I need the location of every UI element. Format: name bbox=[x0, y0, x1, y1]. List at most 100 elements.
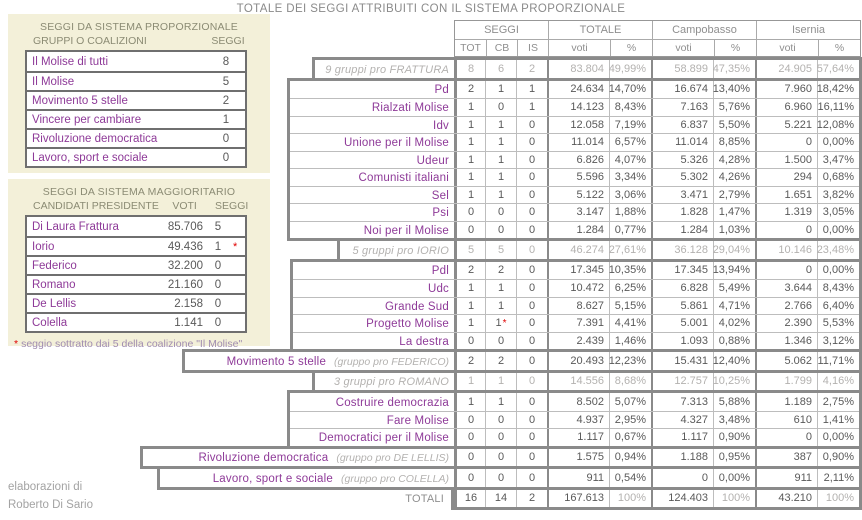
value-cell: 4,02% bbox=[713, 315, 755, 332]
value-cell: 16.674 bbox=[651, 80, 713, 98]
cell-value: 0,77% bbox=[614, 223, 646, 236]
value-cell: 124.403 bbox=[651, 489, 713, 507]
value-cell: 0 bbox=[454, 469, 485, 487]
cell-value: 83.804 bbox=[570, 62, 604, 75]
cell-value: 0 bbox=[497, 223, 505, 236]
cell-value: 3,06% bbox=[614, 188, 646, 201]
row-label-text: 3 gruppi pro ROMANO bbox=[333, 376, 449, 389]
row-label-text: Unione per il Molise bbox=[344, 137, 449, 150]
cell-value: 13,40% bbox=[712, 83, 750, 96]
cell-value: 2.766 bbox=[784, 299, 812, 312]
cell-value: 2 bbox=[467, 354, 475, 367]
value-cell: 0 bbox=[485, 429, 516, 446]
cell-value: 0,67% bbox=[614, 431, 646, 444]
proportional-table: Il Molise di tutti 8 Il Molise 5 Movimento 5… bbox=[25, 50, 247, 168]
cell-value: 0 bbox=[528, 243, 536, 256]
cell-value: 7,19% bbox=[614, 118, 646, 131]
cell-value: 911 bbox=[794, 471, 812, 484]
cell-value: 0,90% bbox=[822, 451, 854, 464]
row-label: 5 gruppi pro IORIO bbox=[340, 241, 454, 259]
cell-value: 1.500 bbox=[784, 153, 812, 166]
cell-value: 0 bbox=[497, 431, 505, 444]
value-cell: 6,57% bbox=[609, 134, 651, 151]
cell-value: 0 bbox=[528, 206, 536, 219]
value-cell: 0 bbox=[516, 411, 547, 428]
majoritarian-table: Di Laura Frattura 85.706 5 Iorio 49.436 1 * Fed… bbox=[25, 215, 247, 333]
subheader-tot: TOT bbox=[460, 42, 481, 54]
coalition-seats: 5 bbox=[222, 75, 230, 88]
column-header-seats: SEGGI bbox=[211, 35, 245, 47]
cell-value: 610 bbox=[793, 413, 812, 426]
cell-value: 47,35% bbox=[712, 62, 750, 75]
value-cell: 2,75% bbox=[817, 393, 859, 411]
row-label: Noi per il Molise bbox=[290, 221, 454, 239]
cell-value: 18,42% bbox=[816, 83, 854, 96]
cell-value: 1.651 bbox=[784, 188, 812, 201]
value-cell: 0 bbox=[485, 221, 516, 238]
coalition-name: Il Molise bbox=[32, 75, 75, 88]
cell-value: 2,11% bbox=[823, 471, 854, 484]
value-cell: 1,88% bbox=[609, 204, 651, 221]
footnote-asterisk-icon: * bbox=[14, 338, 19, 350]
row-label-text: Udeur bbox=[416, 154, 449, 167]
row-label: Lavoro, sport e sociale (gruppo pro COLEL… bbox=[160, 469, 454, 487]
value-cell: 5,15% bbox=[609, 297, 651, 314]
candidate-row: Colella 1.141 0 bbox=[27, 312, 245, 331]
row-label-note: (gruppo pro COLELLA) bbox=[341, 472, 449, 485]
value-cell: 3,05% bbox=[817, 204, 859, 221]
value-cell: 17.345 bbox=[651, 261, 713, 279]
table-row: Noi per il Molise 0 0 0 1.284 0,77% 1.284 1,03%… bbox=[290, 220, 859, 239]
cell-value: 2,95% bbox=[614, 413, 646, 426]
cell-value: 1,88% bbox=[614, 206, 646, 219]
row-label-text: Udc bbox=[427, 283, 449, 296]
row-label: Psi bbox=[290, 203, 454, 221]
cell-value: 0 bbox=[528, 299, 536, 312]
value-cell: 46.274 bbox=[547, 241, 609, 259]
row-label-text: Noi per il Molise bbox=[363, 224, 449, 237]
value-cell: 5,88% bbox=[713, 393, 755, 411]
cell-value: 0,00% bbox=[822, 431, 854, 444]
row-label: La destra bbox=[293, 332, 454, 350]
header-campobasso: Campobasso bbox=[652, 21, 756, 39]
value-cell: 4,28% bbox=[713, 151, 755, 168]
value-cell: 1 bbox=[454, 393, 485, 411]
cell-value: 5,76% bbox=[718, 101, 750, 114]
cell-value: 5.221 bbox=[784, 118, 812, 131]
cell-value: 29,04% bbox=[712, 243, 750, 256]
value-cell: 387 bbox=[755, 448, 817, 466]
cell-value: 0 bbox=[805, 136, 812, 149]
cell-value: 5,53% bbox=[822, 317, 854, 330]
table-row: Fare Molise 0 0 0 4.937 2,95% 4.327 3,48% 610 1,4… bbox=[290, 410, 859, 428]
panel-proportional: SEGGI DA SISTEMA PROPORZIONALE GRUPPI O … bbox=[8, 14, 270, 173]
value-cell: 5.221 bbox=[755, 116, 817, 133]
value-cell: 11.014 bbox=[651, 134, 713, 151]
cell-value: 16 bbox=[464, 492, 478, 505]
cell-value: 10,35% bbox=[608, 264, 646, 277]
value-cell: 10.146 bbox=[755, 241, 817, 259]
cell-value: 1 bbox=[497, 375, 505, 388]
value-cell: 0 bbox=[516, 448, 547, 466]
value-cell: 0 bbox=[485, 99, 516, 116]
value-cell: 6.960 bbox=[755, 99, 817, 116]
value-cell: 0,90% bbox=[713, 429, 755, 446]
row-label-text: Idv bbox=[433, 119, 449, 132]
value-cell: 610 bbox=[755, 411, 817, 428]
value-cell: 0 bbox=[454, 429, 485, 446]
subheader-pct-totale: % bbox=[610, 40, 652, 56]
asterisk-icon: * bbox=[233, 240, 238, 253]
value-cell: 14 bbox=[485, 489, 516, 507]
table-row: Rialzati Molise 1 0 1 14.123 8,43% 7.163 5,76% 6… bbox=[290, 98, 859, 116]
cell-value: 0,00% bbox=[718, 471, 750, 484]
value-cell: 2 bbox=[485, 261, 516, 279]
cell-value: 1.117 bbox=[577, 431, 604, 444]
cell-value: 1 bbox=[467, 153, 475, 166]
coalition-name: Il Molise di tutti bbox=[32, 55, 109, 68]
value-cell: 1 bbox=[454, 151, 485, 168]
value-cell: 10,35% bbox=[608, 261, 651, 279]
cell-value: 1.575 bbox=[576, 451, 604, 464]
row-label: Udc bbox=[293, 279, 454, 297]
row-label: TOTALI bbox=[0, 489, 451, 507]
cell-value: 0 bbox=[467, 413, 475, 426]
value-cell: 4,71% bbox=[713, 297, 755, 314]
cell-value: 11.014 bbox=[571, 136, 604, 149]
